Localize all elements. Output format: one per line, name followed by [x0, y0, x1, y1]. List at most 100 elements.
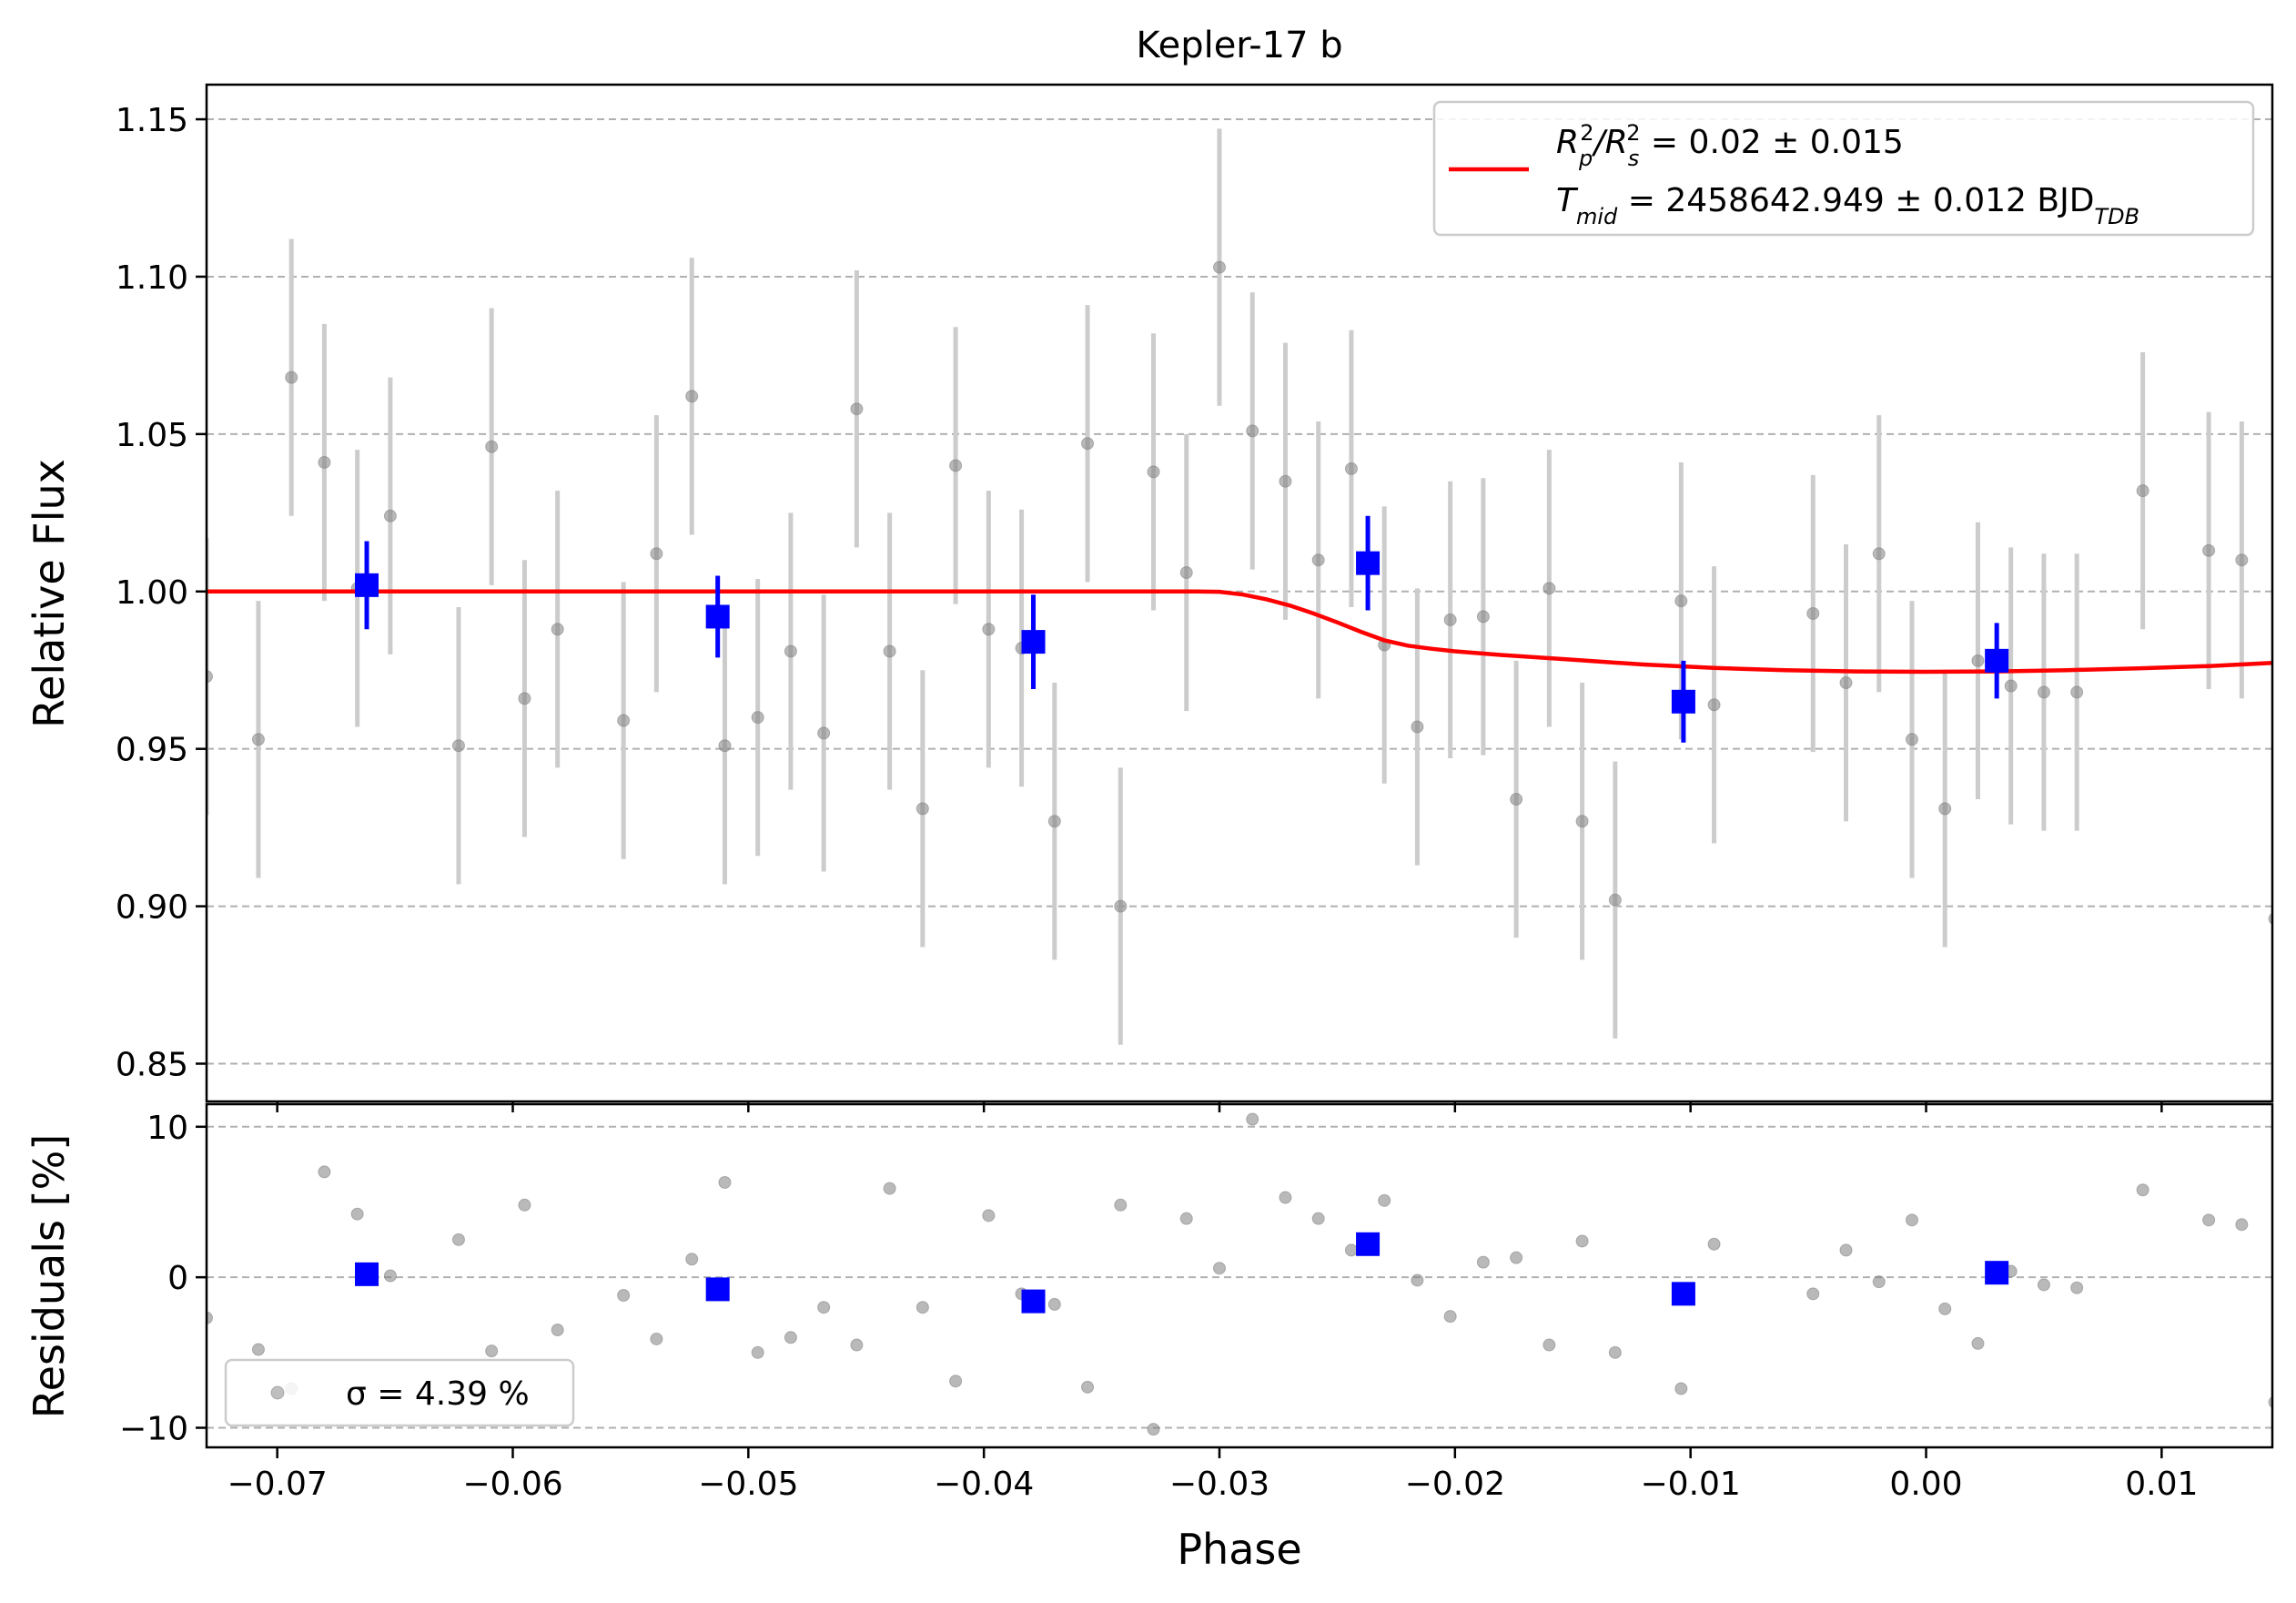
raw-point: [1575, 815, 1589, 828]
residual-point: [2070, 1281, 2084, 1294]
binned-residual-point: [355, 1262, 379, 1286]
residual-point: [982, 1209, 996, 1223]
residual-point: [318, 1165, 331, 1179]
raw-point: [1971, 654, 1985, 667]
flux-binned-points: [355, 515, 2009, 743]
residual-point: [1872, 1275, 1886, 1289]
x-tick-label: −0.06: [462, 1466, 562, 1503]
raw-point: [1147, 465, 1160, 479]
flux-y-tick-label: 1.05: [116, 417, 188, 454]
raw-point: [1047, 815, 1061, 828]
residuals-y-ticks: −10 0 10: [119, 1110, 207, 1448]
flux-legend: Rp2/Rs2 = 0.02 ± 0.015 Tmid = 2458642.94…: [1432, 100, 2255, 237]
x-tick-label: −0.04: [934, 1466, 1034, 1503]
residual-point: [1839, 1243, 1853, 1257]
residual-point: [1674, 1382, 1688, 1395]
residual-point: [650, 1332, 663, 1345]
raw-point: [817, 726, 831, 740]
flux-y-tick-label: 0.85: [116, 1047, 188, 1084]
x-tick-label: −0.05: [698, 1466, 798, 1503]
raw-point: [949, 459, 963, 472]
raw-point: [1443, 613, 1457, 626]
flux-y-tick-label: 1.10: [116, 259, 188, 297]
raw-point: [1510, 793, 1523, 807]
residual-point: [1344, 1243, 1358, 1257]
binned-point: [1671, 689, 1695, 714]
residual-point: [1179, 1212, 1193, 1225]
residual-point: [1443, 1310, 1457, 1324]
residual-point: [1047, 1297, 1061, 1311]
residual-point: [551, 1324, 564, 1337]
raw-point: [915, 802, 929, 816]
x-tick-label: 0.00: [1889, 1466, 1962, 1503]
raw-point: [251, 733, 265, 746]
raw-point: [883, 644, 896, 658]
flux-panel: 0.85 0.90 0.95 1.00 1.05 1.10 1.15 Relative Fl…: [25, 83, 2274, 1112]
residual-point: [1311, 1212, 1325, 1225]
flux-y-tick-label: 0.95: [116, 732, 188, 769]
raw-point: [518, 692, 531, 705]
residual-point: [451, 1233, 465, 1246]
residual-point: [1542, 1338, 1556, 1352]
binned-point: [355, 573, 379, 597]
raw-point: [1476, 610, 1490, 624]
residuals-y-axis-label: Residuals [%]: [25, 1134, 74, 1418]
raw-point: [1344, 462, 1358, 475]
residual-point: [850, 1338, 864, 1352]
residual-point: [1081, 1380, 1095, 1394]
raw-point: [318, 455, 331, 469]
chart-title: Kepler-17 b: [1136, 25, 1342, 66]
binned-point: [1021, 630, 1046, 654]
raw-point: [1279, 474, 1292, 488]
residual-point: [207, 1311, 213, 1324]
raw-point: [1839, 676, 1853, 690]
raw-point: [451, 739, 465, 753]
raw-point: [1212, 260, 1226, 274]
residual-point: [1938, 1302, 1952, 1315]
flux-axes-frame: [205, 83, 2274, 1103]
raw-point: [2268, 912, 2272, 925]
raw-point: [207, 670, 213, 684]
flux-y-axis-label: Relative Flux: [25, 459, 74, 728]
raw-point: [2136, 484, 2149, 498]
residual-point: [1378, 1193, 1391, 1207]
raw-point: [982, 623, 996, 636]
flux-raw-points: [207, 128, 2272, 1045]
raw-point: [551, 623, 564, 636]
residuals-y-tick-label: 10: [147, 1110, 188, 1147]
raw-point: [1179, 566, 1193, 580]
raw-point: [1411, 720, 1424, 734]
residual-point: [1510, 1251, 1523, 1264]
raw-point: [383, 509, 397, 522]
raw-point: [485, 440, 499, 453]
raw-point: [1806, 606, 1820, 620]
residuals-axes-frame: [205, 1102, 2274, 1449]
residual-point: [251, 1343, 265, 1356]
residual-point: [617, 1288, 631, 1302]
residual-point: [485, 1344, 499, 1358]
residual-point: [2268, 1395, 2272, 1408]
raw-point: [1872, 547, 1886, 561]
residual-point: [1575, 1234, 1589, 1248]
raw-point: [617, 714, 631, 727]
raw-point: [784, 644, 797, 658]
binned-point: [1985, 648, 2009, 673]
raw-point: [1608, 893, 1622, 907]
raw-point: [1674, 594, 1688, 608]
flux-y-tick-label: 0.90: [116, 889, 188, 927]
residual-point: [2235, 1218, 2249, 1232]
residual-point: [518, 1198, 531, 1212]
binned-point: [1356, 551, 1381, 575]
x-tick-label: −0.01: [1641, 1466, 1741, 1503]
residual-point: [383, 1269, 397, 1283]
residuals-y-tick-label: 0: [167, 1260, 188, 1297]
residual-point: [1147, 1423, 1160, 1436]
residual-point: [1114, 1198, 1128, 1212]
residual-point: [350, 1207, 364, 1221]
binned-residual-point: [1985, 1261, 2009, 1285]
residuals-legend: σ = 4.39 %: [224, 1358, 575, 1427]
x-axis-label: Phase: [1177, 1525, 1301, 1574]
residual-point: [718, 1175, 732, 1189]
residual-point: [1212, 1262, 1226, 1275]
